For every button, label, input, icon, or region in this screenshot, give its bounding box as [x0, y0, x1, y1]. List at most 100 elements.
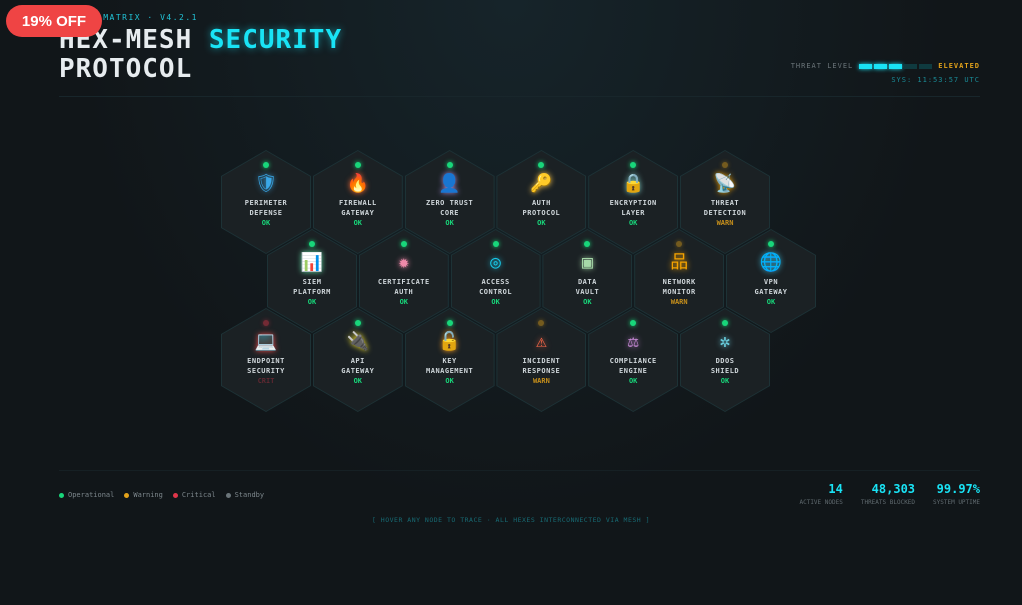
node-name: ENCRYPTION LAYER: [609, 199, 657, 217]
node-name: ZERO TRUST CORE: [426, 199, 474, 217]
discount-badge[interactable]: 19% OFF: [6, 5, 102, 37]
stat: 99.97% SYSTEM UPTIME: [933, 482, 980, 506]
hex-node[interactable]: ◎ ACCESS CONTROL OK: [450, 229, 541, 333]
hint-text: [ HOVER ANY NODE TO TRACE · ALL HEXES IN…: [371, 516, 651, 524]
shield-icon: 🛡: [254, 173, 278, 194]
globe-icon: 🌐: [759, 252, 783, 273]
node-name: SIEM PLATFORM: [293, 278, 331, 296]
status-dot: [354, 162, 361, 168]
stat-value: 48,303: [871, 482, 916, 496]
legend-label: Warning: [133, 491, 163, 499]
threat-level-value: ELEVATED: [938, 62, 980, 70]
status-dot: [309, 241, 315, 247]
unlock-icon: 🔓: [438, 331, 461, 352]
node-name: KEY MANAGEMENT: [426, 357, 474, 375]
shield-virus-icon: ✲: [719, 331, 731, 352]
threat-bar: [889, 63, 903, 69]
node-status: CRIT: [257, 377, 275, 385]
node-name: DDOS SHIELD: [710, 357, 740, 375]
hex-node[interactable]: ⚖ COMPLIANCE ENGINE OK: [588, 308, 679, 412]
status-dot: [446, 320, 453, 326]
status-dot: [263, 320, 269, 326]
warning-icon: ⚠: [535, 331, 547, 352]
node-status: WARN: [716, 219, 734, 227]
node-status: OK: [628, 377, 638, 385]
status-dot: [492, 241, 499, 247]
legend-dot: [59, 492, 64, 498]
node-status: OK: [307, 298, 317, 306]
node-name: AUTH PROTOCOL: [522, 199, 561, 217]
legend-label: Standby: [234, 491, 265, 499]
legend-label: Operational: [68, 491, 115, 499]
node-name: COMPLIANCE ENGINE: [609, 357, 657, 375]
stats: 14 ACTIVE NODES 48,303 THREATS BLOCKED 99.97…: [799, 482, 980, 506]
threat-bars: [859, 63, 933, 69]
node-status: OK: [261, 219, 271, 227]
node-name: NETWORK MONITOR: [662, 278, 696, 296]
network-icon: 品: [670, 252, 689, 273]
subtitle: THREAT MATRIX · V4.2.1: [59, 13, 198, 22]
hex-node[interactable]: 🌐 VPN GATEWAY OK: [726, 229, 816, 333]
node-name: VPN GATEWAY: [754, 278, 788, 296]
threat-bar: [859, 63, 873, 69]
legend-dot: [225, 492, 231, 498]
node-name: PERIMETER DEFENSE: [244, 199, 288, 217]
status-dot: [538, 320, 545, 326]
scale-icon: ⚖: [627, 331, 639, 352]
legend-item: Warning: [124, 491, 163, 499]
satellite-dish-icon: 📡: [713, 173, 737, 194]
hex-node[interactable]: ✲ DDOS SHIELD OK: [680, 308, 770, 412]
status-dot: [400, 241, 407, 247]
status-dot: [676, 241, 683, 247]
threat-level: THREAT LEVEL ELEVATED: [791, 62, 980, 70]
hex-node[interactable]: 🔌 API GATEWAY OK: [312, 308, 403, 412]
status-dot: [768, 241, 774, 247]
stat: 48,303 THREATS BLOCKED: [861, 482, 915, 506]
system-time: SYS: 11:53:57 UTC: [891, 76, 980, 84]
stat-label: ACTIVE NODES: [799, 499, 843, 506]
chart-icon: 📊: [300, 252, 324, 273]
stat-value: 14: [828, 482, 843, 496]
stat-label: THREATS BLOCKED: [860, 499, 916, 506]
divider: [59, 470, 980, 471]
status-dot: [263, 162, 269, 168]
node-status: OK: [353, 219, 363, 227]
stat-value: 99.97%: [936, 482, 980, 496]
lock-icon: 🔒: [621, 173, 645, 194]
node-name: THREAT DETECTION: [703, 199, 747, 217]
legend-item: Operational: [59, 491, 114, 499]
node-status: OK: [583, 298, 592, 306]
status-dot: [538, 162, 545, 168]
threat-bar: [904, 63, 918, 69]
node-status: OK: [766, 298, 776, 306]
node-status: OK: [445, 219, 454, 227]
status-dot: [354, 320, 361, 326]
node-status: OK: [353, 377, 363, 385]
legend-item: Critical: [172, 491, 216, 499]
hex-node[interactable]: 🔓 KEY MANAGEMENT OK: [404, 308, 495, 412]
hex-node[interactable]: 💻 ENDPOINT SECURITY CRIT: [221, 308, 311, 412]
status-dot: [722, 320, 728, 326]
flame-icon: 🔥: [346, 173, 369, 194]
user-lock-icon: 👤: [438, 173, 461, 194]
node-status: OK: [537, 219, 546, 227]
node-status: OK: [720, 377, 730, 385]
node-name: API GATEWAY: [341, 357, 375, 375]
hex-node[interactable]: 📊 SIEM PLATFORM OK: [267, 229, 357, 333]
node-name: ENDPOINT SECURITY: [247, 357, 285, 375]
key-icon: 🔑: [530, 173, 553, 194]
node-name: ACCESS CONTROL: [479, 278, 513, 296]
status-dot: [630, 162, 637, 168]
node-name: CERTIFICATE AUTH: [377, 278, 430, 296]
threat-bar: [874, 63, 888, 69]
hex-node[interactable]: ▣ DATA VAULT OK: [542, 229, 633, 333]
legend-item: Standby: [225, 491, 265, 499]
laptop-code-icon: 💻: [254, 331, 278, 352]
status-dot: [584, 241, 591, 247]
certificate-icon: ✹: [398, 252, 410, 273]
title-highlight: SECURITY: [208, 25, 343, 55]
legend: Operational Warning Critical Standby: [59, 491, 264, 499]
legend-dot: [172, 492, 178, 498]
hex-node[interactable]: ⚠ INCIDENT RESPONSE WARN: [496, 308, 587, 412]
stat-label: SYSTEM UPTIME: [933, 499, 980, 506]
